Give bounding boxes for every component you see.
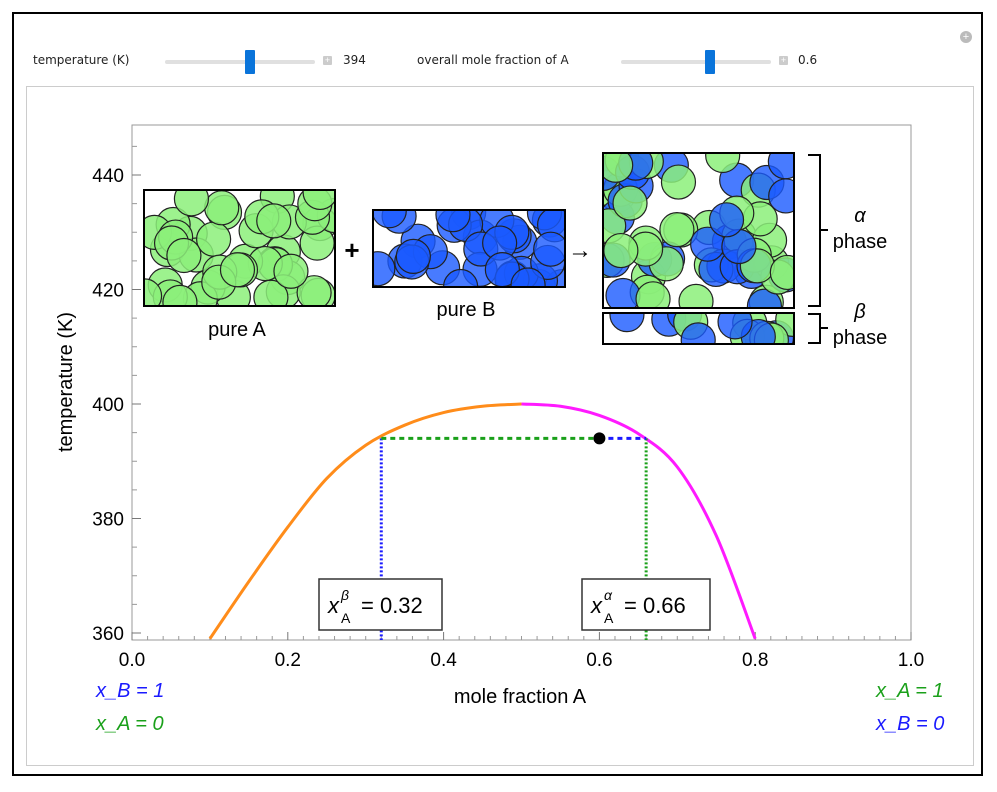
- left-xb-label: x_B = 1: [95, 680, 164, 702]
- particle-a: [166, 237, 202, 274]
- molefrac-expand-button[interactable]: +: [779, 55, 788, 65]
- beta-phase-label: phase: [833, 327, 888, 349]
- particle-a: [660, 164, 697, 200]
- alpha-symbol: α: [854, 205, 866, 227]
- particle-a: [603, 153, 634, 183]
- particle-a: [204, 190, 240, 226]
- particle-a: [705, 153, 741, 174]
- temperature-label: temperature (K): [33, 53, 130, 67]
- molefrac-value: 0.6: [798, 53, 818, 67]
- x-tick-label: 0.8: [742, 650, 768, 671]
- particle-b: [768, 178, 794, 214]
- particle-a: [612, 185, 648, 221]
- arrow-icon: →: [568, 237, 592, 264]
- x-tick-label: 0.4: [430, 650, 457, 671]
- x-axis-label: mole fraction A: [454, 686, 587, 708]
- svg-text:A: A: [341, 610, 351, 626]
- pure-a-box: [144, 190, 335, 306]
- particle-b: [717, 313, 753, 340]
- pure-b-box: [373, 210, 565, 287]
- y-axis-label: temperature (K): [55, 312, 77, 452]
- temperature-slider[interactable]: [165, 60, 315, 64]
- demo-frame: [12, 12, 983, 776]
- particle-a: [302, 190, 335, 211]
- y-tick-label: 440: [92, 166, 124, 187]
- y-tick-label: 380: [92, 510, 124, 531]
- temperature-expand-button[interactable]: +: [323, 55, 332, 65]
- state-point: [593, 432, 606, 445]
- x-tick-label: 0.0: [119, 650, 145, 671]
- particle-a: [659, 212, 695, 248]
- temperature-slider-thumb[interactable]: [244, 50, 255, 74]
- right-xa-label: x_A = 1: [875, 680, 944, 702]
- xalpha-annotation: x α A = 0.66: [581, 578, 711, 631]
- beta-phase-box: [609, 313, 794, 344]
- particle-a: [678, 283, 714, 308]
- particle-a: [296, 275, 332, 306]
- plot-panel: [26, 86, 974, 766]
- particle-a: [196, 221, 232, 257]
- svg-text:x: x: [590, 593, 603, 618]
- particle-a: [603, 232, 639, 269]
- add-icon[interactable]: +: [960, 31, 972, 43]
- temperature-value: 394: [343, 53, 366, 67]
- particle-b: [533, 231, 565, 267]
- right-xb-label: x_B = 0: [875, 713, 944, 735]
- alpha-phase-box: [603, 153, 794, 308]
- particle-b: [680, 322, 716, 344]
- particle-a: [769, 254, 794, 291]
- molefrac-slider-thumb[interactable]: [705, 50, 715, 74]
- left-xa-label: x_A = 0: [95, 713, 164, 735]
- particle-a: [273, 253, 309, 289]
- svg-text:= 0.66: = 0.66: [624, 593, 686, 618]
- curve-beta-branch: [208, 402, 522, 640]
- particle-images: pure A + pure B → α phase β phase: [143, 152, 888, 349]
- pure-a-label: pure A: [208, 319, 266, 341]
- molefrac-label: overall mole fraction of A: [417, 53, 569, 67]
- particle-a: [219, 252, 256, 288]
- particle-a: [256, 203, 292, 239]
- particle-b: [435, 210, 471, 233]
- svg-text:x: x: [327, 593, 340, 618]
- particle-b: [395, 238, 431, 275]
- x-tick-label: 0.2: [275, 650, 301, 671]
- particle-b: [767, 153, 794, 180]
- particle-a: [173, 190, 210, 217]
- particle-a: [162, 284, 198, 306]
- x-tick-label: 0.6: [586, 650, 612, 671]
- svg-text:A: A: [604, 610, 614, 626]
- y-tick-label: 360: [92, 624, 124, 645]
- svg-text:β: β: [340, 587, 349, 603]
- particle-b: [708, 202, 745, 238]
- particle-a: [635, 281, 671, 308]
- particle-b: [510, 267, 546, 287]
- particle-b: [373, 251, 396, 287]
- pure-b-label: pure B: [437, 299, 496, 321]
- y-tick-label: 400: [92, 395, 124, 416]
- y-tick-label: 420: [92, 281, 124, 302]
- plus-sign: +: [344, 235, 359, 265]
- curve-alpha-branch: [521, 402, 757, 640]
- xbeta-annotation: x β A = 0.32: [318, 578, 443, 631]
- x-tick-label: 1.0: [898, 650, 924, 671]
- molefrac-slider[interactable]: [621, 60, 771, 64]
- alpha-phase-label: phase: [833, 231, 888, 253]
- beta-symbol: β: [853, 301, 865, 323]
- particle-b: [609, 313, 645, 333]
- svg-text:= 0.32: = 0.32: [361, 593, 423, 618]
- beta-bracket: [808, 313, 828, 344]
- svg-text:α: α: [604, 587, 613, 603]
- alpha-bracket: [808, 154, 828, 307]
